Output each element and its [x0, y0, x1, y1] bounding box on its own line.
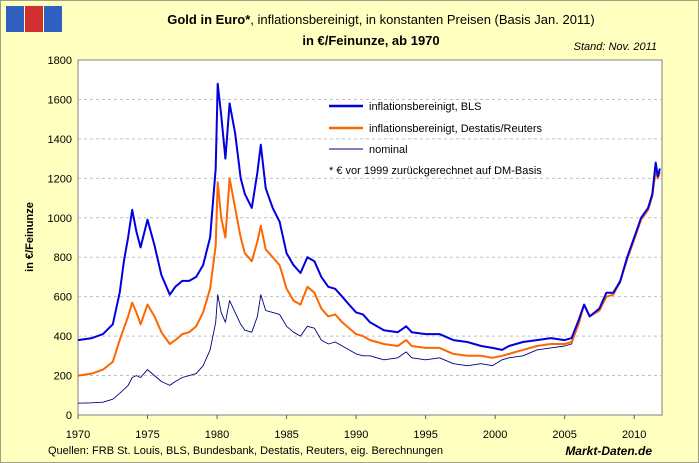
x-tick-label: 1995 [413, 429, 437, 441]
plot-area [77, 59, 663, 416]
x-tick-label: 1970 [66, 429, 90, 441]
x-tick-label: 1975 [135, 429, 159, 441]
x-tick-label: 2010 [622, 429, 646, 441]
y-tick-label: 800 [54, 252, 72, 264]
legend-label-destatis: inflationsbereinigt, Destatis/Reuters [369, 123, 543, 135]
legend-note: * € vor 1999 zurückgerechnet auf DM-Basi… [329, 165, 542, 177]
grid-lines [78, 98, 662, 377]
x-tick-label: 1985 [274, 429, 298, 441]
title-bold: Gold in Euro* [167, 12, 251, 27]
x-tick-labels: 1970 1975 1980 1985 1990 1995 2000 2005 2010 [66, 415, 646, 441]
series-lines [77, 82, 661, 404]
legend-label-bls: inflationsbereinigt, BLS [369, 101, 482, 113]
legend: inflationsbereinigt, BLS inflationsberei… [329, 101, 543, 177]
y-axis-label: in €/Feinunze [24, 202, 36, 272]
y-tick-label: 1200 [48, 173, 72, 185]
y-tick-label: 0 [66, 410, 72, 422]
x-tick-label: 1990 [344, 429, 368, 441]
y-tick-label: 600 [54, 292, 72, 304]
chart-title: Gold in Euro*, inflationsbereinigt, in k… [167, 12, 595, 27]
y-tick-label: 1800 [48, 55, 72, 67]
stand-label: Stand: Nov. 2011 [574, 41, 657, 53]
y-tick-label: 200 [54, 371, 72, 383]
title-rest: , inflationsbereinigt, in konstanten Pre… [250, 12, 594, 27]
y-tick-label: 400 [54, 331, 72, 343]
x-tick-label: 1980 [205, 429, 229, 441]
series-line-0 [77, 82, 661, 351]
y-tick-label: 1000 [48, 213, 72, 225]
x-tick-label: 2000 [483, 429, 507, 441]
chart-subtitle: in €/Feinunze, ab 1970 [302, 33, 439, 48]
brand-label: Markt-Daten.de [565, 444, 652, 458]
y-tick-label: 1400 [48, 134, 72, 146]
x-tick-label: 2005 [552, 429, 576, 441]
y-tick-labels: 0 200 400 600 800 1000 1200 1400 1600 1800 [48, 55, 72, 422]
legend-label-nominal: nominal [369, 144, 408, 156]
logo-icon [6, 6, 63, 32]
source-text: Quellen: FRB St. Louis, BLS, Bundesbank,… [48, 445, 443, 457]
y-tick-label: 1600 [48, 94, 72, 106]
